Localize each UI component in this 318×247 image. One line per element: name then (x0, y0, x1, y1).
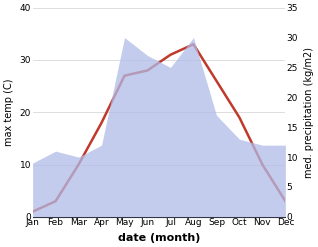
Y-axis label: max temp (C): max temp (C) (4, 79, 14, 146)
Y-axis label: med. precipitation (kg/m2): med. precipitation (kg/m2) (304, 47, 314, 178)
X-axis label: date (month): date (month) (118, 233, 200, 243)
